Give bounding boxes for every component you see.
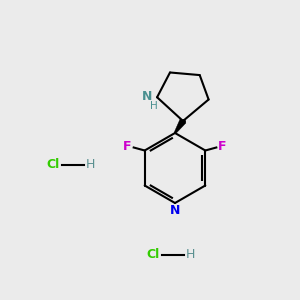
Text: H: H: [86, 158, 95, 172]
Text: F: F: [218, 140, 227, 153]
Text: N: N: [170, 204, 180, 217]
Polygon shape: [174, 119, 186, 134]
Text: H: H: [150, 101, 158, 111]
Text: Cl: Cl: [147, 248, 160, 262]
Text: N: N: [142, 90, 152, 103]
Text: Cl: Cl: [47, 158, 60, 172]
Text: F: F: [123, 140, 132, 153]
Text: H: H: [186, 248, 195, 262]
